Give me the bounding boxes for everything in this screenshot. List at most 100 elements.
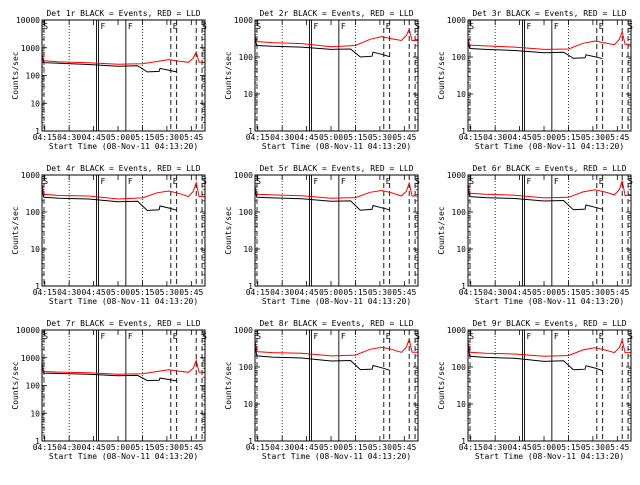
y-tick-label: 1 (35, 437, 40, 446)
y-tick-label: 100 (239, 208, 254, 217)
x-tick-label: 04:30 (57, 133, 81, 142)
x-tick-label: 04:30 (483, 443, 507, 452)
x-tick-label: 04:15 (459, 443, 483, 452)
x-tick-label: 05:15 (343, 133, 367, 142)
marker-letter: F (341, 177, 346, 186)
x-tick-label: 04:30 (270, 133, 294, 142)
x-tick-label: 05:00 (532, 288, 556, 297)
lld-line (41, 358, 205, 375)
x-tick-label: 05:45 (605, 133, 629, 142)
x-tick-label: 04:30 (483, 288, 507, 297)
plot-frame (254, 19, 419, 132)
x-tick-label: 05:00 (106, 443, 130, 452)
x-axis-label: Start Time (08-Nov-11 04:13:20) (475, 452, 624, 461)
x-tick-label: 05:45 (392, 133, 416, 142)
y-axis-label: Counts/sec (224, 361, 233, 409)
y-tick-label: 1 (248, 127, 253, 136)
corner-label: S (469, 177, 474, 186)
lld-line (467, 180, 631, 199)
y-tick-label: 1 (35, 282, 40, 291)
y-tick-label: 100 (452, 363, 467, 372)
y-tick-label: 10000 (16, 326, 40, 335)
x-tick-label: 05:30 (368, 288, 392, 297)
panel-title: Det 4r BLACK = Events, RED = LLD (46, 164, 200, 173)
marker-letter: F (313, 22, 318, 31)
marker-letter: E (599, 22, 604, 31)
panel-title: Det 1r BLACK = Events, RED = LLD (46, 9, 200, 18)
marker-letter: F (128, 22, 133, 31)
y-axis-label: Counts/sec (437, 361, 446, 409)
x-tick-label: 05:00 (532, 443, 556, 452)
y-tick-label: 10 (456, 245, 466, 254)
corner-label: S (256, 22, 261, 31)
x-tick-label: 04:15 (246, 443, 270, 452)
panel-title: Det 3r BLACK = Events, RED = LLD (472, 9, 626, 18)
y-tick-label: 10 (243, 245, 253, 254)
x-tick-label: 05:30 (581, 133, 605, 142)
marker-letter: E (173, 177, 178, 186)
x-tick-label: 04:15 (459, 288, 483, 297)
x-tick-label: 05:45 (605, 288, 629, 297)
y-tick-label: 1 (461, 127, 466, 136)
x-tick-label: 05:15 (556, 443, 580, 452)
events-line (467, 186, 603, 211)
y-axis-label: Counts/sec (437, 51, 446, 99)
x-tick-label: 05:45 (605, 443, 629, 452)
y-axis-label: Counts/sec (437, 206, 446, 254)
corner-label: S (43, 177, 48, 186)
lld-line (254, 181, 418, 199)
x-axis-label: Start Time (08-Nov-11 04:13:20) (49, 297, 198, 306)
lld-line (467, 338, 631, 357)
x-tick-label: 05:00 (106, 133, 130, 142)
y-tick-label: 1000 (234, 16, 253, 25)
events-line (254, 188, 390, 211)
corner-label: S (43, 332, 48, 341)
x-tick-label: 05:45 (392, 443, 416, 452)
x-tick-label: 05:15 (130, 443, 154, 452)
y-tick-label: 1 (248, 437, 253, 446)
x-tick-label: 05:45 (179, 288, 203, 297)
panel-title: Det 9r BLACK = Events, RED = LLD (472, 319, 626, 328)
events-line (41, 186, 177, 212)
marker-letter: F (128, 177, 133, 186)
x-tick-label: 04:30 (270, 443, 294, 452)
y-tick-label: 1 (461, 282, 466, 291)
y-axis-label: Counts/sec (224, 51, 233, 99)
panel-title: Det 5r BLACK = Events, RED = LLD (259, 164, 413, 173)
x-tick-label: 05:45 (179, 133, 203, 142)
marker-letter: F (100, 332, 105, 341)
x-tick-label: 05:15 (556, 288, 580, 297)
panel-title: Det 8r BLACK = Events, RED = LLD (259, 319, 413, 328)
x-tick-label: 05:00 (319, 288, 343, 297)
x-tick-label: 04:15 (246, 288, 270, 297)
x-tick-label: 04:15 (33, 443, 57, 452)
y-tick-label: 10 (456, 400, 466, 409)
panel-title: Det 7r BLACK = Events, RED = LLD (46, 319, 200, 328)
y-tick-label: 10000 (16, 16, 40, 25)
y-tick-label: 100 (26, 208, 41, 217)
corner-label: S (469, 332, 474, 341)
x-tick-label: 05:30 (581, 288, 605, 297)
marker-letter: F (313, 177, 318, 186)
y-tick-label: 1 (461, 437, 466, 446)
x-tick-label: 05:30 (155, 133, 179, 142)
lld-line (254, 27, 418, 48)
events-line (254, 38, 390, 58)
x-axis-label: Start Time (08-Nov-11 04:13:20) (475, 297, 624, 306)
plot-frame (254, 174, 419, 287)
events-line (467, 41, 603, 60)
x-tick-label: 04:45 (508, 133, 532, 142)
marker-letter: F (100, 177, 105, 186)
x-tick-label: 04:15 (246, 133, 270, 142)
marker-letter: F (313, 332, 318, 341)
y-tick-label: 1000 (21, 44, 40, 53)
marker-letter: E (599, 332, 604, 341)
x-tick-label: 05:00 (106, 288, 130, 297)
marker-letter: F (554, 332, 559, 341)
marker-letter: F (554, 22, 559, 31)
marker-letter: E (386, 332, 391, 341)
